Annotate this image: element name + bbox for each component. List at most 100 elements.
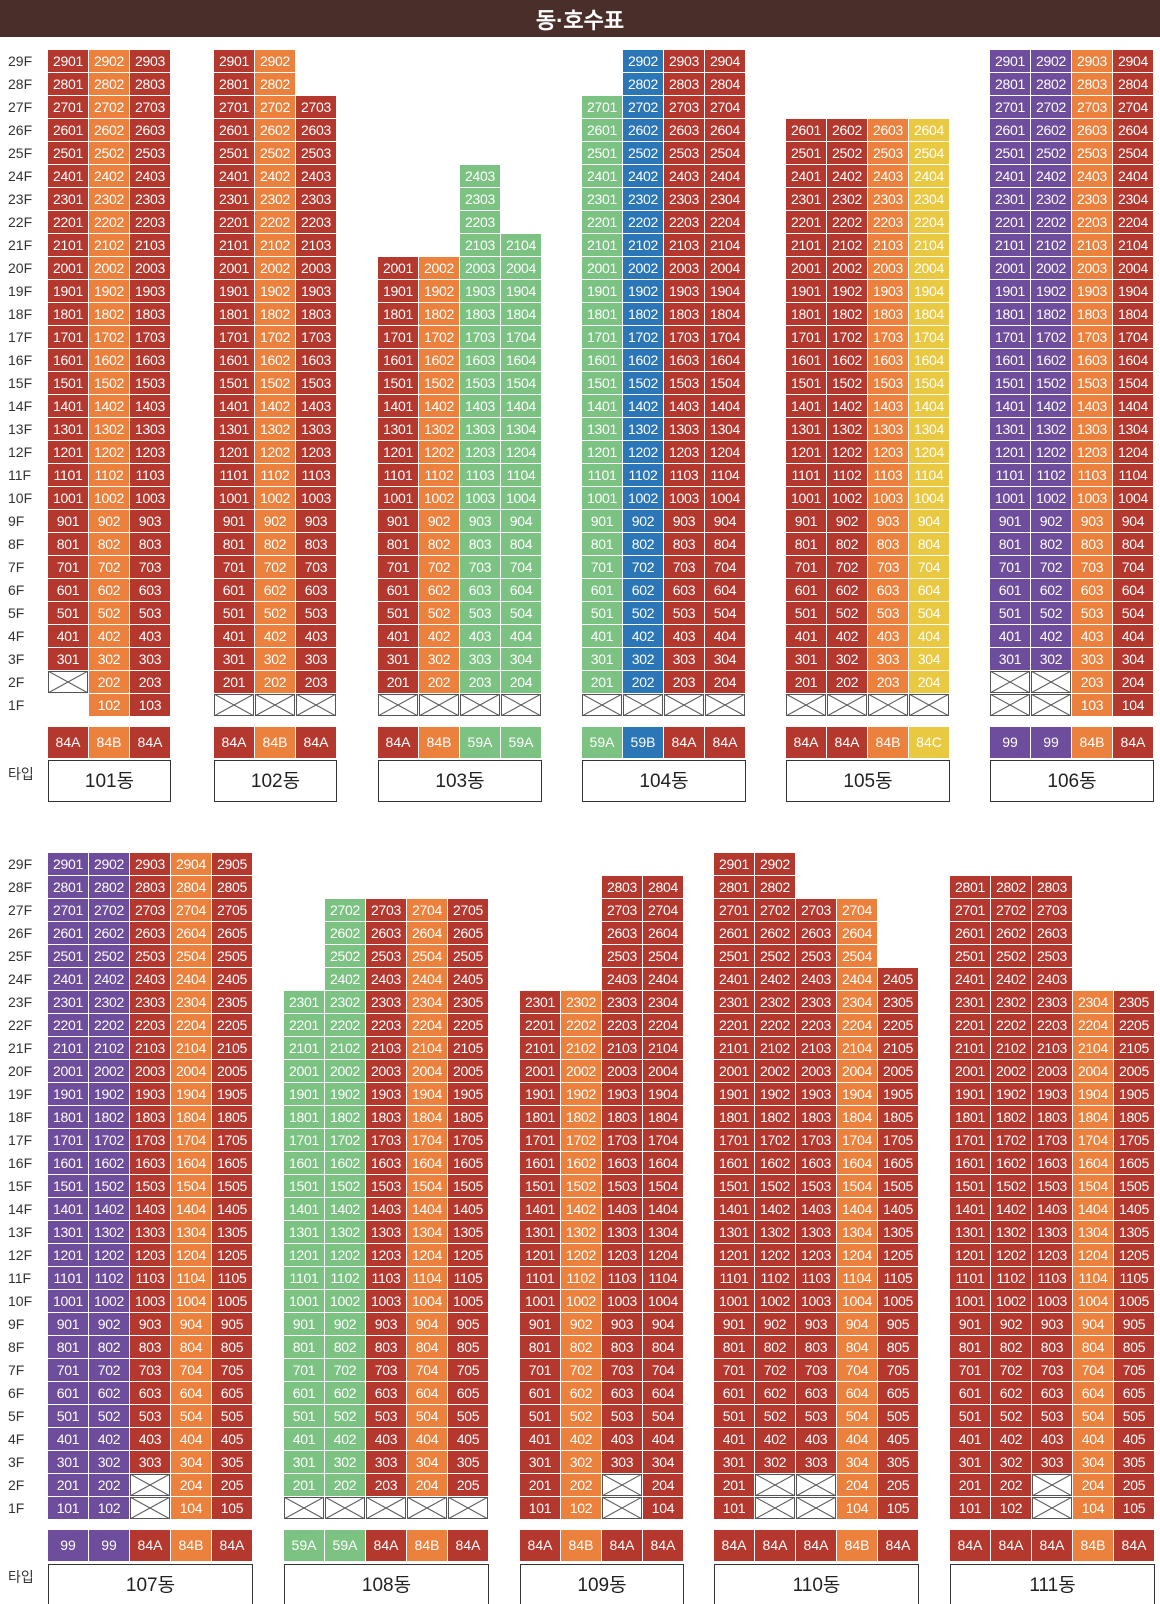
unit-cell: 2903: [1072, 50, 1113, 73]
unit-cell: 801: [950, 1336, 991, 1359]
unit-cell: 1501: [714, 1175, 755, 1198]
unit-cell: 1603: [296, 349, 337, 372]
unit-cell: 2101: [214, 234, 255, 257]
unit-cell: 1904: [171, 1083, 212, 1106]
unit-cell: 1604: [643, 1152, 684, 1175]
unit-cell: 502: [991, 1405, 1032, 1428]
unit-cell: 302: [827, 648, 868, 671]
type-cell: 84A: [48, 727, 89, 758]
unit-cell: 903: [1032, 1313, 1073, 1336]
unit-cell: 1803: [460, 303, 501, 326]
unit-cell: 1201: [284, 1244, 325, 1267]
unit-cell: 202: [561, 1474, 602, 1497]
empty-unit-marker: [419, 694, 460, 717]
unit-cell: 2301: [786, 188, 827, 211]
unit-cell: 701: [714, 1359, 755, 1382]
unit-cell: 603: [296, 579, 337, 602]
unit-cell: 502: [827, 602, 868, 625]
unit-cell: 803: [1072, 533, 1113, 556]
unit-cell: 1204: [705, 441, 746, 464]
unit-cell: 1003: [130, 487, 171, 510]
unit-cell: 1802: [623, 303, 664, 326]
floor-label: 20F: [8, 1063, 33, 1079]
unit-cell: 2301: [950, 991, 991, 1014]
unit-cell: 801: [582, 533, 623, 556]
unit-cell: 903: [602, 1313, 643, 1336]
unit-cell: 2502: [991, 945, 1032, 968]
unit-cell: 2401: [714, 968, 755, 991]
unit-cell: 1004: [407, 1290, 448, 1313]
unit-cell: 204: [171, 1474, 212, 1497]
unit-cell: 2702: [991, 899, 1032, 922]
type-cell: 99: [89, 1530, 130, 1561]
unit-cell: 2003: [1032, 1060, 1073, 1083]
unit-cell: 1904: [1113, 280, 1154, 303]
unit-cell: 305: [878, 1451, 919, 1474]
unit-cell: 201: [378, 671, 419, 694]
unit-cell: 1703: [130, 1129, 171, 1152]
unit-cell: 202: [991, 1474, 1032, 1497]
unit-cell: 2604: [909, 119, 950, 142]
unit-cell: 902: [991, 1313, 1032, 1336]
unit-cell: 1002: [623, 487, 664, 510]
unit-cell: 404: [171, 1428, 212, 1451]
unit-cell: 603: [868, 579, 909, 602]
unit-cell: 1201: [48, 1244, 89, 1267]
unit-cell: 1105: [448, 1267, 489, 1290]
empty-unit-marker: [827, 694, 868, 717]
floor-label: 14F: [8, 1201, 33, 1217]
empty-unit-marker: [602, 1497, 643, 1520]
unit-cell: 2104: [909, 234, 950, 257]
unit-cell: 902: [89, 1313, 130, 1336]
unit-cell: 2605: [212, 922, 253, 945]
unit-cell: 2501: [214, 142, 255, 165]
unit-cell: 2301: [214, 188, 255, 211]
unit-cell: 802: [325, 1336, 366, 1359]
unit-cell: 803: [366, 1336, 407, 1359]
unit-cell: 1305: [212, 1221, 253, 1244]
unit-cell: 1301: [214, 418, 255, 441]
empty-unit-marker: [582, 694, 623, 717]
unit-cell: 1602: [991, 1152, 1032, 1175]
unit-cell: 704: [1073, 1359, 1114, 1382]
unit-cell: 2503: [602, 945, 643, 968]
unit-cell: 1403: [796, 1198, 837, 1221]
unit-cell: 1004: [1073, 1290, 1114, 1313]
unit-cell: 2204: [705, 211, 746, 234]
unit-cell: 2203: [130, 211, 171, 234]
unit-cell: 2804: [171, 876, 212, 899]
unit-cell: 1003: [796, 1290, 837, 1313]
unit-cell: 2601: [214, 119, 255, 142]
unit-cell: 2103: [796, 1037, 837, 1060]
unit-cell: 1204: [643, 1244, 684, 1267]
unit-cell: 1402: [561, 1198, 602, 1221]
unit-cell: 2502: [623, 142, 664, 165]
unit-cell: 802: [1031, 533, 1072, 556]
unit-cell: 1801: [520, 1106, 561, 1129]
unit-cell: 403: [366, 1428, 407, 1451]
unit-cell: 2404: [171, 968, 212, 991]
unit-cell: 2801: [214, 73, 255, 96]
unit-cell: 1304: [837, 1221, 878, 1244]
unit-cell: 2203: [366, 1014, 407, 1037]
unit-cell: 2502: [755, 945, 796, 968]
unit-cell: 305: [212, 1451, 253, 1474]
unit-cell: 1203: [796, 1244, 837, 1267]
unit-cell: 904: [1113, 510, 1154, 533]
unit-cell: 1603: [1032, 1152, 1073, 1175]
floor-label: 3F: [8, 651, 25, 667]
unit-cell: 1303: [796, 1221, 837, 1244]
unit-cell: 1501: [378, 372, 419, 395]
unit-cell: 1402: [1031, 395, 1072, 418]
unit-cell: 902: [561, 1313, 602, 1336]
unit-cell: 2203: [602, 1014, 643, 1037]
unit-cell: 2302: [561, 991, 602, 1014]
page-header: 동·호수표: [0, 0, 1160, 37]
unit-cell: 404: [407, 1428, 448, 1451]
unit-cell: 2903: [130, 50, 171, 73]
unit-cell: 804: [1073, 1336, 1114, 1359]
unit-cell: 202: [623, 671, 664, 694]
unit-cell: 1303: [296, 418, 337, 441]
unit-cell: 2204: [909, 211, 950, 234]
unit-cell: 2102: [89, 1037, 130, 1060]
